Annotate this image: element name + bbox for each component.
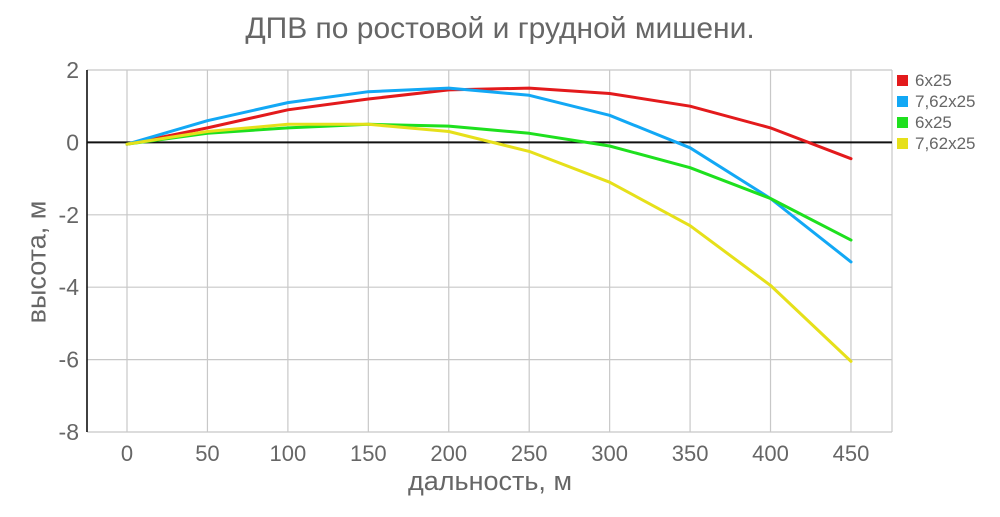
x-tick-label: 350 xyxy=(672,441,709,466)
y-axis-title: высота, м xyxy=(21,200,52,324)
x-tick-label: 150 xyxy=(350,441,387,466)
legend: 6x25 7,62x25 6x25 7,62x25 xyxy=(897,70,976,154)
y-tick-label: -6 xyxy=(59,347,79,373)
x-tick-label: 0 xyxy=(121,441,133,466)
legend-swatch-yellow xyxy=(897,138,908,149)
x-tick-label: 450 xyxy=(833,441,870,466)
legend-item-6x25-red: 6x25 xyxy=(897,70,976,91)
legend-item-6x25-green: 6x25 xyxy=(897,112,976,133)
y-tick-label: 2 xyxy=(66,57,79,83)
grid-lines xyxy=(87,69,893,433)
x-axis-title: дальность, м xyxy=(407,466,573,496)
data-series xyxy=(125,86,853,363)
series-line-3 xyxy=(125,122,853,363)
x-tick-label: 400 xyxy=(752,441,789,466)
series-line-2 xyxy=(125,122,853,242)
legend-swatch-red xyxy=(897,75,908,86)
legend-swatch-green xyxy=(897,117,908,128)
x-tick-label: 250 xyxy=(511,441,548,466)
x-tick-label: 50 xyxy=(195,441,219,466)
y-tick-label: -2 xyxy=(59,202,79,228)
legend-item-762x25-yellow: 7,62x25 xyxy=(897,133,976,154)
x-tick-label: 100 xyxy=(270,441,307,466)
x-tick-label: 300 xyxy=(591,441,628,466)
legend-swatch-blue xyxy=(897,96,908,107)
legend-label: 7,62x25 xyxy=(915,133,976,153)
y-tick-label: -8 xyxy=(59,419,79,445)
y-tick-label: -4 xyxy=(59,274,80,300)
tick-labels: 2 0 -2 -4 -6 -8 0 50 100 150 200 250 300 350 400 450 xyxy=(59,57,870,466)
series-line-1 xyxy=(125,86,853,264)
legend-label: 6x25 xyxy=(915,70,952,90)
legend-item-762x25-blue: 7,62x25 xyxy=(897,91,976,112)
legend-label: 6x25 xyxy=(915,112,952,132)
series-line-0 xyxy=(125,86,853,161)
x-tick-label: 200 xyxy=(430,441,467,466)
legend-label: 7,62x25 xyxy=(915,91,976,111)
chart-title: ДПВ по ростовой и грудной мишени. xyxy=(245,12,755,45)
y-tick-label: 0 xyxy=(66,129,79,155)
